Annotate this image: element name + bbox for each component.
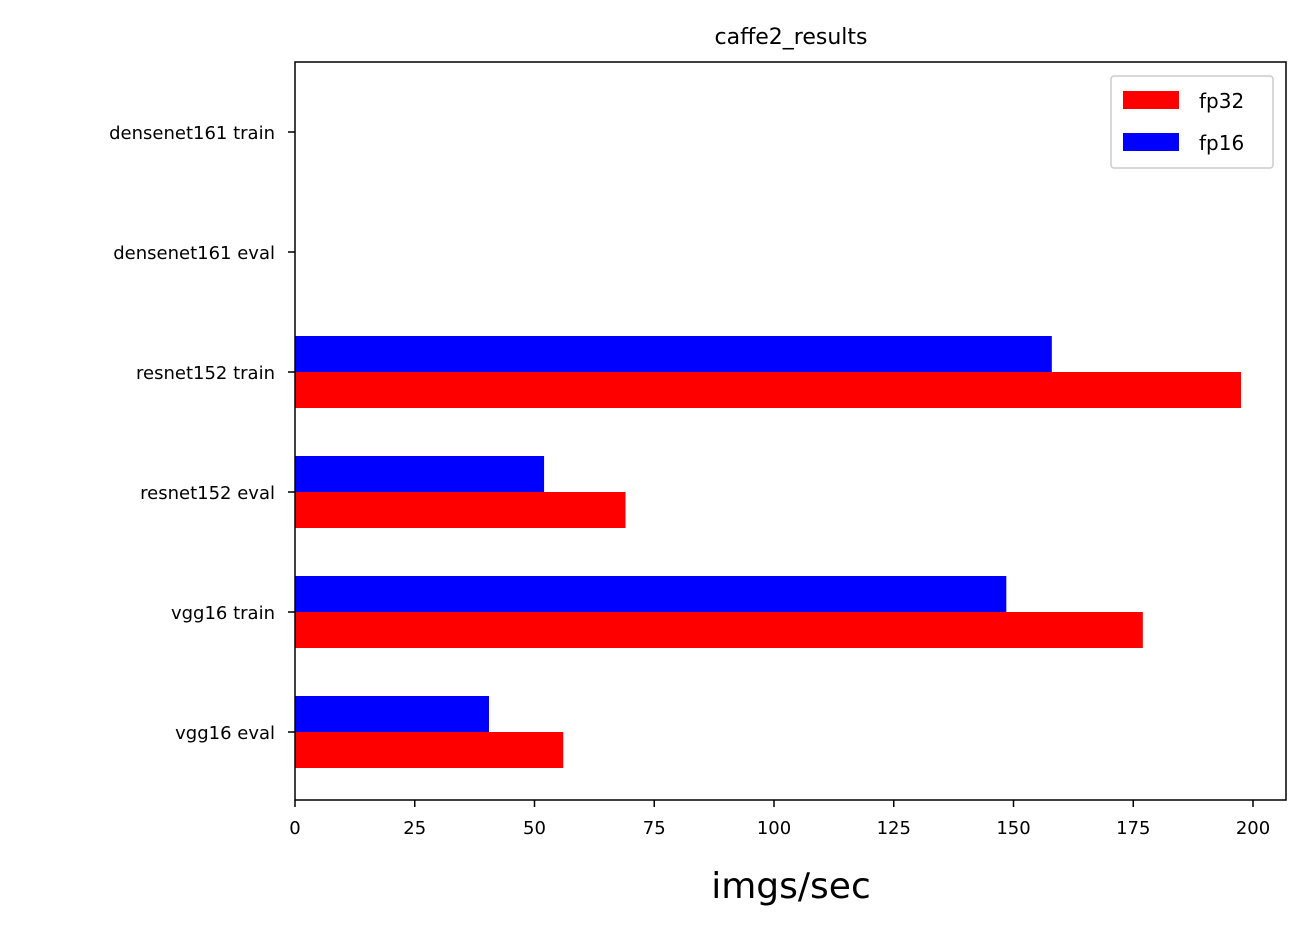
- bar-fp32-resnet152-eval: [295, 492, 626, 528]
- legend-swatch-fp32: [1123, 91, 1179, 109]
- bar-fp16-resnet152-eval: [295, 456, 545, 492]
- legend-box: [1110, 75, 1274, 169]
- legend-label-fp16: fp16: [1199, 131, 1244, 155]
- y-tick-label: vgg16 eval: [175, 723, 275, 744]
- y-tick-label: densenet161 eval: [113, 243, 275, 264]
- x-tick-label: 200: [1236, 818, 1270, 839]
- x-tick-label: 0: [289, 818, 300, 839]
- bar-fp16-vgg16-eval: [295, 696, 489, 732]
- y-tick-label: resnet152 eval: [140, 483, 275, 504]
- bars-layer: [295, 336, 1242, 768]
- x-tick-label: 150: [996, 818, 1030, 839]
- bar-fp32-resnet152-train: [295, 372, 1242, 408]
- plot-frame: [294, 61, 1287, 801]
- legend: fp32 fp16: [1110, 75, 1274, 169]
- x-tick-label: 50: [523, 818, 546, 839]
- x-axis: 0 25 50 75 100 125 150 175 200: [289, 800, 1270, 839]
- legend-swatch-fp16: [1123, 133, 1179, 151]
- y-tick-label: resnet152 train: [136, 363, 275, 384]
- x-axis-label: imgs/sec: [711, 866, 871, 907]
- bar-fp32-vgg16-train: [295, 612, 1143, 648]
- y-axis: vgg16 eval vgg16 train resnet152 eval resne…: [109, 123, 295, 744]
- y-tick-label: vgg16 train: [171, 603, 275, 624]
- x-tick-label: 175: [1116, 818, 1150, 839]
- y-tick-label: densenet161 train: [109, 123, 275, 144]
- bar-fp16-resnet152-train: [295, 336, 1052, 372]
- bar-fp32-vgg16-eval: [295, 732, 564, 768]
- x-tick-label: 100: [757, 818, 791, 839]
- x-tick-label: 25: [403, 818, 426, 839]
- x-tick-label: 125: [877, 818, 911, 839]
- bar-fp16-vgg16-train: [295, 576, 1007, 612]
- x-tick-label: 75: [643, 818, 666, 839]
- chart-title: caffe2_results: [715, 25, 868, 50]
- legend-label-fp32: fp32: [1199, 89, 1244, 113]
